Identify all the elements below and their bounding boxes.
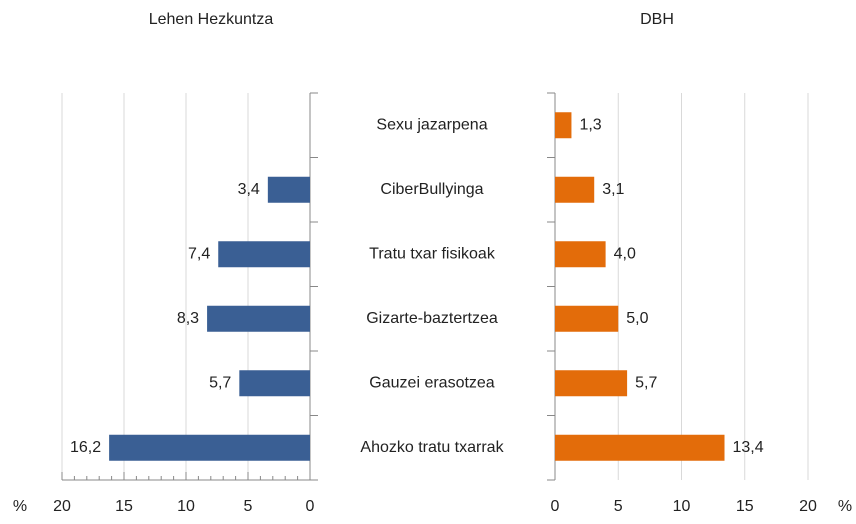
category-label: Gauzei erasotzea bbox=[369, 374, 495, 391]
chart-title: DBH bbox=[640, 11, 674, 28]
x-tick-label: 5 bbox=[244, 498, 253, 515]
category-label: Sexu jazarpena bbox=[376, 116, 487, 133]
x-tick-label: 15 bbox=[736, 498, 754, 515]
x-tick-label: 0 bbox=[551, 498, 560, 515]
data-label: 5,7 bbox=[209, 374, 231, 391]
bar bbox=[555, 370, 628, 397]
data-label: 1,3 bbox=[579, 116, 601, 133]
x-tick-label: 5 bbox=[614, 498, 623, 515]
bar bbox=[207, 305, 310, 332]
data-label: 3,1 bbox=[602, 181, 624, 198]
x-tick-label: 15 bbox=[115, 498, 133, 515]
category-label: Tratu txar fisikoak bbox=[369, 245, 496, 262]
data-label: 16,2 bbox=[70, 439, 101, 456]
data-label: 5,0 bbox=[626, 310, 648, 327]
bar bbox=[218, 241, 310, 268]
data-label: 5,7 bbox=[635, 374, 657, 391]
bar bbox=[555, 434, 725, 461]
x-tick-label: 10 bbox=[177, 498, 195, 515]
data-label: 13,4 bbox=[733, 439, 764, 456]
data-label: 8,3 bbox=[177, 310, 199, 327]
category-label: Gizarte-baztertzea bbox=[366, 310, 498, 327]
x-tick-label: 0 bbox=[306, 498, 315, 515]
x-tick-label: 20 bbox=[799, 498, 817, 515]
bar bbox=[555, 112, 572, 139]
data-label: 3,4 bbox=[238, 181, 260, 198]
bar bbox=[555, 176, 595, 203]
x-axis-label: % bbox=[838, 498, 852, 515]
chart-title: Lehen Hezkuntza bbox=[149, 11, 274, 28]
category-label: CiberBullyinga bbox=[380, 181, 483, 198]
x-tick-label: 10 bbox=[673, 498, 691, 515]
bar bbox=[555, 305, 619, 332]
bar bbox=[267, 176, 310, 203]
bar bbox=[109, 434, 311, 461]
data-label: 4,0 bbox=[614, 245, 636, 262]
x-tick-label: 20 bbox=[53, 498, 71, 515]
x-axis-label: % bbox=[13, 498, 27, 515]
category-label: Ahozko tratu txarrak bbox=[360, 439, 504, 456]
data-label: 7,4 bbox=[188, 245, 210, 262]
bar bbox=[555, 241, 606, 268]
bar bbox=[239, 370, 310, 397]
